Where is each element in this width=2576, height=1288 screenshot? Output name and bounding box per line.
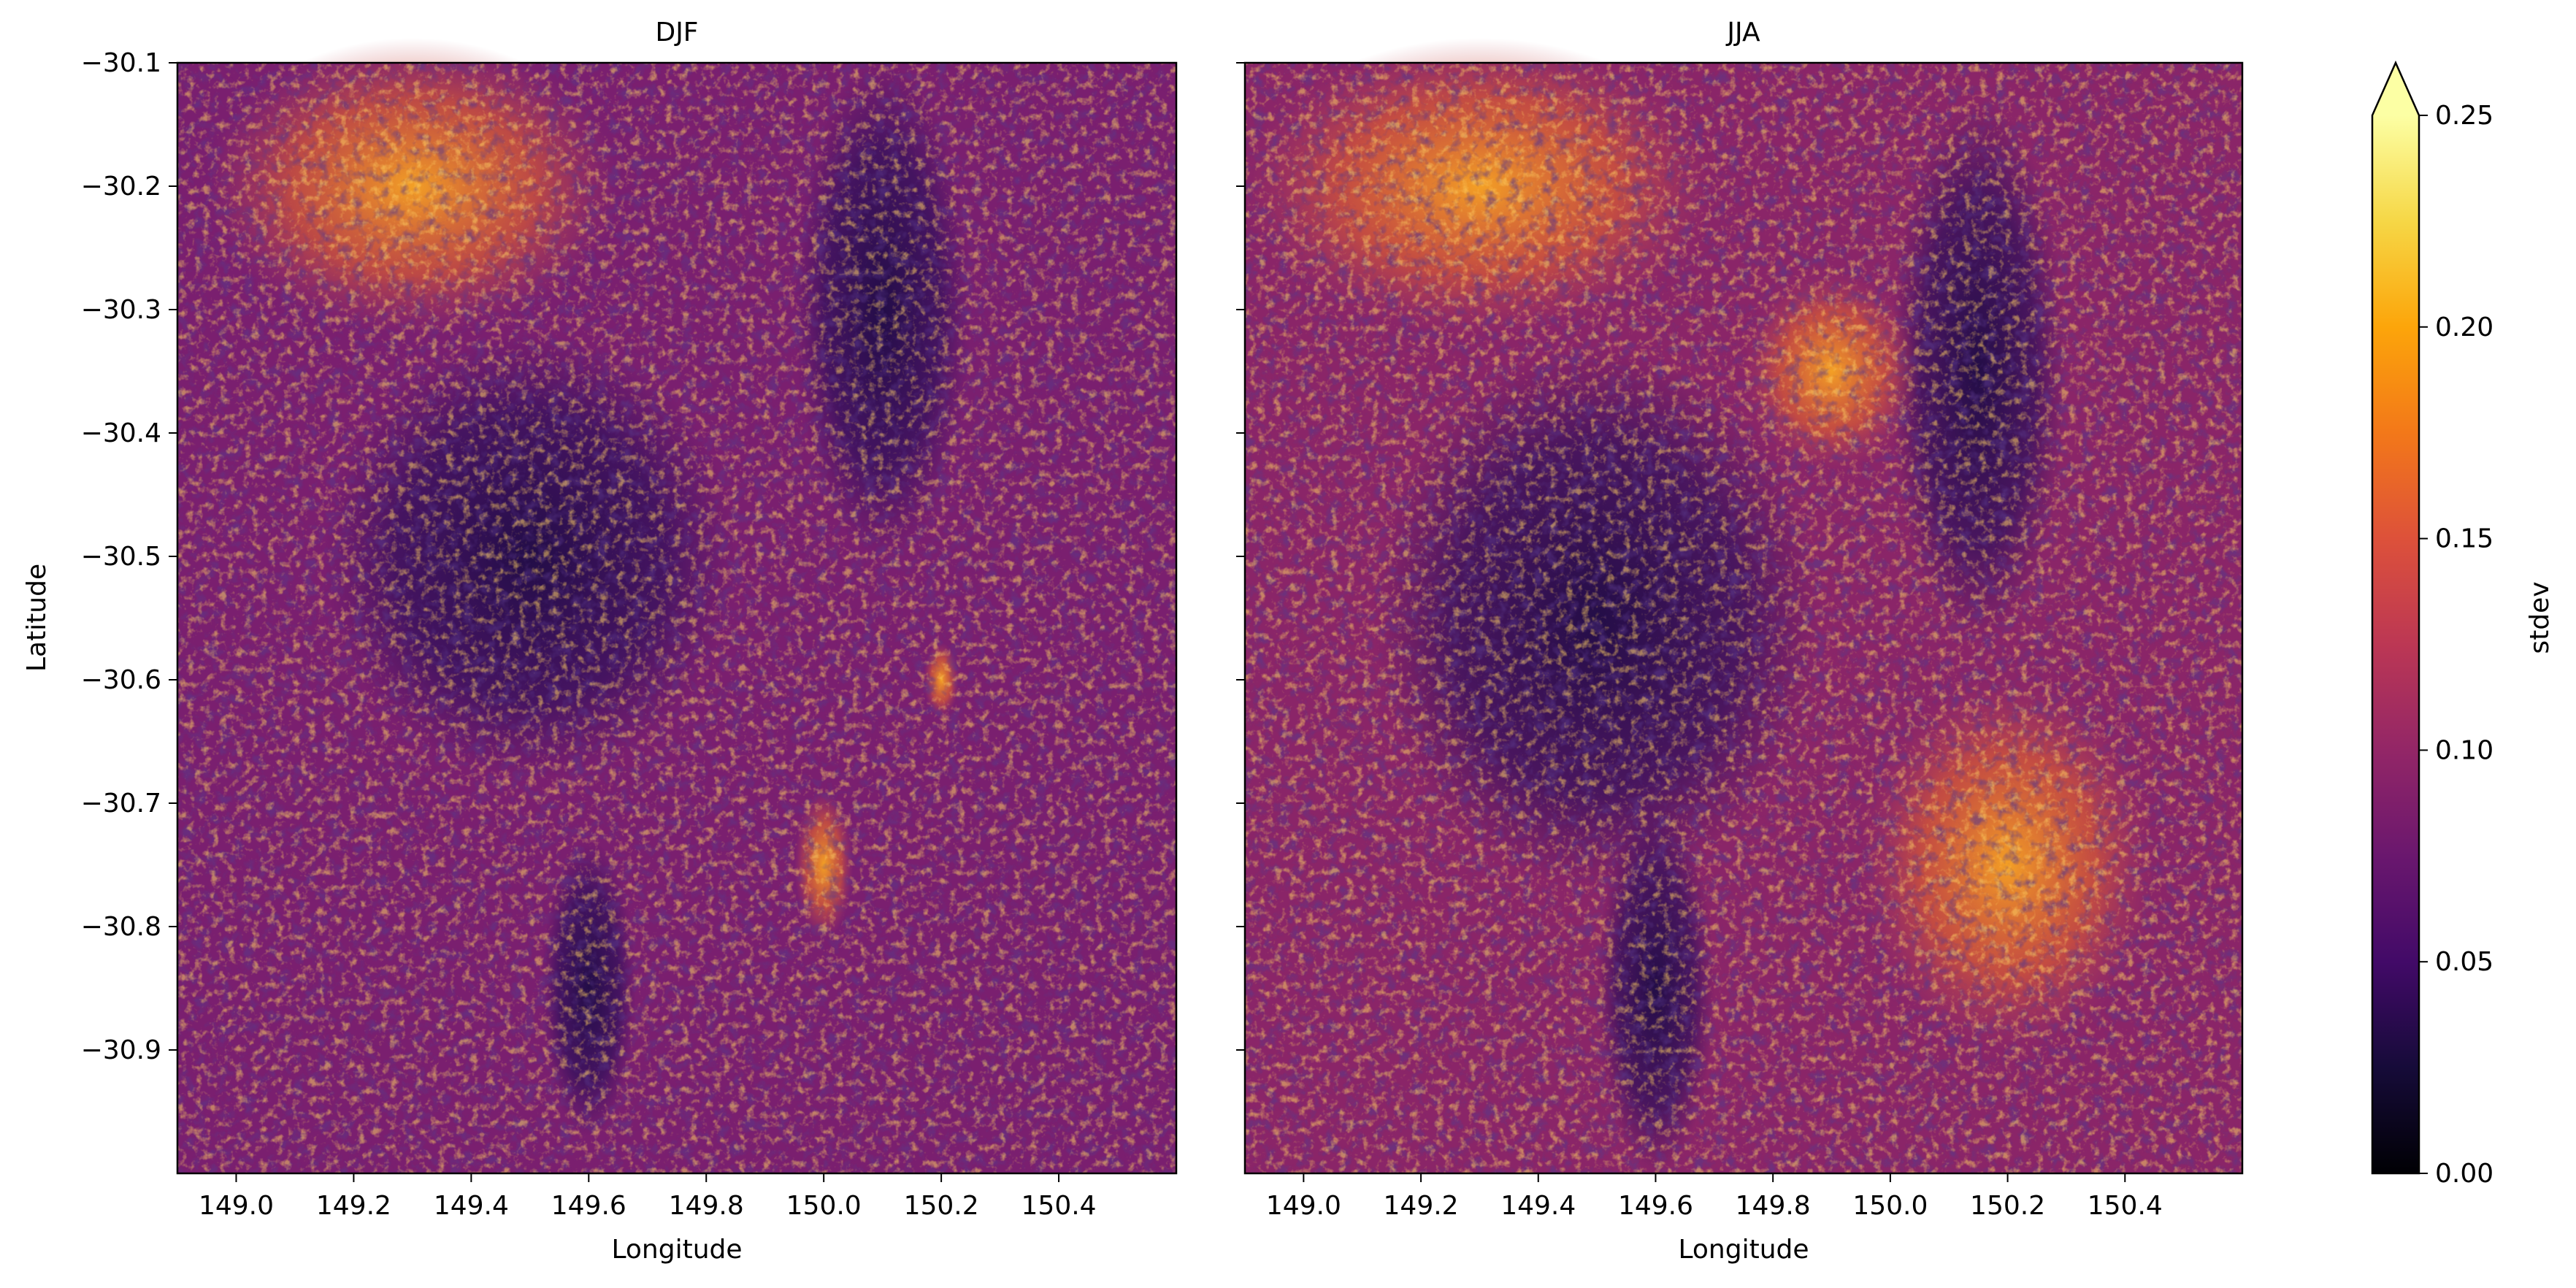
colorbar-gradient bbox=[2372, 115, 2419, 1173]
y-tick-label: −30.2 bbox=[81, 172, 161, 202]
colorbar-tick-label: 0.00 bbox=[2435, 1159, 2493, 1189]
y-tick-label: −30.4 bbox=[81, 418, 161, 448]
x-tick-label: 150.4 bbox=[1021, 1191, 1097, 1221]
y-tick-label: −30.5 bbox=[81, 542, 161, 572]
x-axis-jja: 149.0 149.2 149.4 149.6 149.8 150.0 150.2 150.4… bbox=[1266, 1173, 2163, 1265]
colorbar: 0.00 0.05 0.10 0.15 0.20 0.25 stdev bbox=[2371, 60, 2555, 1189]
y-axis-djf: −30.1 −30.2 −30.3 −30.4 −30.5 −30.6 −30.7 −30.8… bbox=[22, 48, 177, 1065]
plot-frame-jja bbox=[1243, 61, 2244, 1175]
y-tick-label: −30.7 bbox=[81, 789, 161, 819]
x-tick-label: 150.0 bbox=[1852, 1191, 1928, 1221]
y-tick-label: −30.6 bbox=[81, 665, 161, 695]
x-tick-label: 150.2 bbox=[904, 1191, 979, 1221]
y-tick-label: −30.8 bbox=[81, 912, 161, 942]
panel-title-jja: JJA bbox=[1725, 18, 1760, 47]
x-tick-label: 150.2 bbox=[1970, 1191, 2045, 1221]
heatmap-jja bbox=[1245, 38, 2242, 1173]
y-tick-label: −30.1 bbox=[81, 48, 161, 78]
panel-title-djf: DJF bbox=[655, 18, 698, 47]
x-axis-djf: 149.0 149.2 149.4 149.6 149.8 150.0 150.2 150.4… bbox=[199, 1173, 1097, 1265]
colorbar-tick-label: 0.05 bbox=[2435, 947, 2493, 977]
x-tick-label: 149.4 bbox=[434, 1191, 509, 1221]
x-tick-label: 149.6 bbox=[1618, 1191, 1693, 1221]
plot-frame-djf bbox=[176, 61, 1178, 1175]
heatmap-djf bbox=[177, 38, 1176, 1173]
y-tick-label: −30.3 bbox=[81, 295, 161, 325]
x-tick-label: 149.8 bbox=[1736, 1191, 1811, 1221]
colorbar-tick-label: 0.15 bbox=[2435, 524, 2493, 554]
panel-djf: DJF 149.0 149.2 149.4 149.6 149.8 150.0 150.2 1… bbox=[22, 18, 1178, 1265]
colorbar-outline bbox=[2371, 60, 2420, 1175]
x-tick-label: 150.4 bbox=[2088, 1191, 2163, 1221]
y-axis-jja bbox=[1236, 62, 1245, 1051]
panel-jja: JJA 149.0 149.2 149.4 149.6 149.8 150.0 150.2 1… bbox=[1236, 18, 2244, 1265]
x-tick-label: 149.0 bbox=[1266, 1191, 1341, 1221]
colorbar-extend-triangle bbox=[2372, 63, 2419, 115]
colorbar-tick-label: 0.25 bbox=[2435, 101, 2493, 131]
x-axis-label-djf: Longitude bbox=[611, 1235, 742, 1265]
x-tick-label: 149.2 bbox=[1384, 1191, 1459, 1221]
colorbar-tick-label: 0.10 bbox=[2435, 735, 2493, 765]
x-tick-label: 150.0 bbox=[786, 1191, 862, 1221]
colorbar-label: stdev bbox=[2525, 581, 2555, 653]
y-tick-label: −30.9 bbox=[81, 1035, 161, 1065]
x-tick-label: 149.2 bbox=[316, 1191, 391, 1221]
colorbar-tick-label: 0.20 bbox=[2435, 313, 2493, 342]
x-axis-label-jja: Longitude bbox=[1678, 1235, 1809, 1265]
x-tick-label: 149.0 bbox=[199, 1191, 274, 1221]
x-tick-label: 149.6 bbox=[551, 1191, 626, 1221]
y-axis-label: Latitude bbox=[22, 564, 52, 672]
x-tick-label: 149.4 bbox=[1500, 1191, 1576, 1221]
x-tick-label: 149.8 bbox=[669, 1191, 744, 1221]
